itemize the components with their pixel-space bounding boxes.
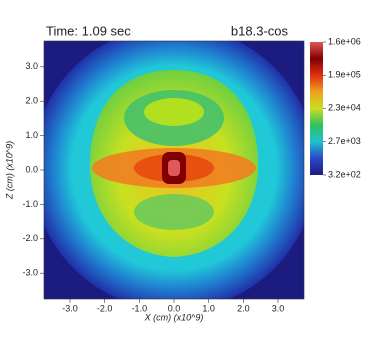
colorbar-tick-label: 3.2e+02	[328, 169, 361, 179]
chart-title: Time: 1.09 sec	[46, 23, 131, 38]
x-axis-label: X (cm) (x10^9)	[144, 312, 204, 322]
colorbar-tick-label: 2.7e+03	[328, 136, 361, 146]
y-tick-label: 0.0	[25, 164, 38, 174]
y-tick-label: -2.0	[22, 233, 38, 243]
colorbar-tick-label: 1.6e+06	[328, 36, 361, 46]
x-tick-label: -2.0	[97, 303, 113, 313]
colorbar-tick-label: 1.9e+05	[328, 70, 361, 80]
x-tick-label: 1.0	[202, 303, 215, 313]
x-tick-label: -3.0	[62, 303, 78, 313]
y-tick-label: -3.0	[22, 268, 38, 278]
x-tick-label: 2.0	[237, 303, 250, 313]
y-tick-label: -1.0	[22, 199, 38, 209]
colorbar	[310, 42, 323, 175]
x-tick-label: -1.0	[132, 303, 148, 313]
chart-subtitle: b18.3-cos	[231, 23, 289, 38]
x-tick-label: 0.0	[168, 303, 181, 313]
x-tick-label: 3.0	[272, 303, 285, 313]
y-axis-label: Z (cm) (x10^9)	[4, 141, 14, 200]
y-tick-label: 3.0	[25, 61, 38, 71]
y-tick-label: 1.0	[25, 130, 38, 140]
y-tick-label: 2.0	[25, 96, 38, 106]
field-image	[44, 41, 304, 299]
colorbar-tick-label: 2.3e+04	[328, 103, 361, 113]
